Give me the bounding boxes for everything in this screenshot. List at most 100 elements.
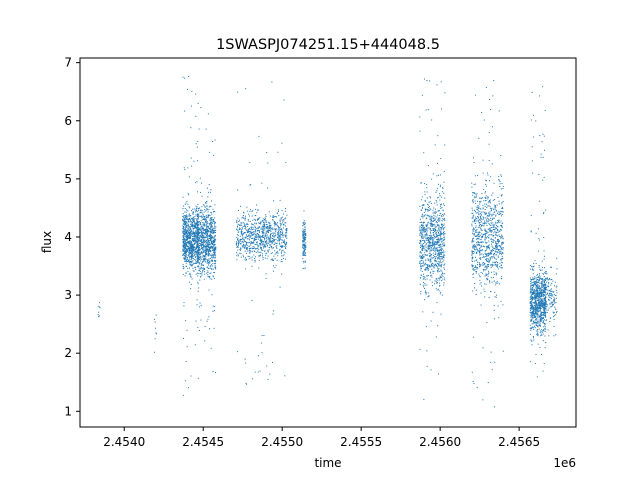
data-point — [197, 239, 199, 241]
data-point — [494, 245, 496, 247]
data-point — [271, 242, 273, 244]
data-point — [423, 276, 425, 278]
data-point — [535, 278, 537, 280]
data-point — [247, 250, 249, 252]
data-point — [185, 320, 187, 322]
data-point — [197, 231, 199, 233]
data-point — [261, 243, 263, 245]
data-point — [496, 265, 498, 267]
data-point — [270, 246, 272, 248]
data-point — [435, 260, 437, 262]
data-point — [238, 221, 240, 223]
data-point — [182, 196, 184, 198]
data-point — [427, 266, 429, 268]
data-point — [214, 210, 216, 212]
data-point — [241, 222, 243, 224]
data-point — [431, 245, 433, 247]
data-point — [199, 245, 201, 247]
data-point — [426, 238, 428, 240]
data-point — [154, 327, 156, 329]
data-point — [250, 236, 252, 238]
data-point — [250, 232, 252, 234]
data-point — [285, 229, 287, 231]
data-point — [476, 243, 478, 245]
data-point — [442, 278, 444, 280]
data-point — [425, 292, 427, 294]
data-point — [534, 327, 536, 329]
data-point — [424, 191, 426, 193]
data-point — [431, 216, 433, 218]
data-point — [183, 220, 185, 222]
data-point — [185, 229, 187, 231]
data-point — [485, 200, 487, 202]
data-point — [246, 258, 248, 260]
data-point — [274, 216, 276, 218]
data-point — [474, 287, 476, 289]
data-point — [184, 242, 186, 244]
data-point — [283, 99, 285, 101]
data-point — [183, 233, 185, 235]
data-point — [189, 253, 191, 255]
data-point — [258, 230, 260, 232]
data-point — [211, 259, 213, 261]
data-point — [473, 192, 475, 194]
data-point — [440, 251, 442, 253]
data-point — [488, 214, 490, 216]
data-point — [197, 326, 199, 328]
data-point — [423, 227, 425, 229]
data-point — [441, 270, 443, 272]
data-point — [253, 234, 255, 236]
data-point — [427, 267, 429, 269]
data-point — [194, 222, 196, 224]
data-point — [424, 249, 426, 251]
data-point — [278, 238, 280, 240]
data-point — [194, 240, 196, 242]
data-point — [439, 186, 441, 188]
data-point — [284, 222, 286, 224]
data-point — [275, 238, 277, 240]
data-point — [204, 243, 206, 245]
data-point — [188, 229, 190, 231]
data-point — [479, 263, 481, 265]
data-point — [284, 235, 286, 237]
data-point — [267, 237, 269, 239]
data-point — [207, 217, 209, 219]
data-point — [488, 228, 490, 230]
data-point — [210, 240, 212, 242]
data-point — [500, 188, 502, 190]
data-point — [258, 236, 260, 238]
data-point — [280, 237, 282, 239]
data-point — [188, 232, 190, 234]
data-point — [439, 264, 441, 266]
data-point — [423, 236, 425, 238]
data-point — [206, 230, 208, 232]
data-point — [200, 230, 202, 232]
data-point — [483, 119, 485, 121]
data-point — [443, 213, 445, 215]
data-point — [490, 109, 492, 111]
data-point — [192, 255, 194, 257]
data-point — [208, 235, 210, 237]
data-point — [193, 231, 195, 233]
data-point — [422, 254, 424, 256]
data-point — [430, 258, 432, 260]
data-point — [214, 249, 216, 251]
data-point — [280, 224, 282, 226]
data-point — [484, 203, 486, 205]
data-point — [205, 219, 207, 221]
data-point — [214, 248, 216, 250]
data-point — [539, 323, 541, 325]
data-point — [501, 225, 503, 227]
data-point — [303, 250, 305, 252]
data-point — [199, 240, 201, 242]
data-point — [214, 222, 216, 224]
data-point — [440, 238, 442, 240]
data-point — [478, 241, 480, 243]
data-point — [285, 208, 287, 210]
data-point — [430, 225, 432, 227]
data-point — [475, 196, 477, 198]
data-point — [439, 244, 441, 246]
data-point — [434, 243, 436, 245]
data-point — [497, 255, 499, 257]
data-point — [421, 226, 423, 228]
